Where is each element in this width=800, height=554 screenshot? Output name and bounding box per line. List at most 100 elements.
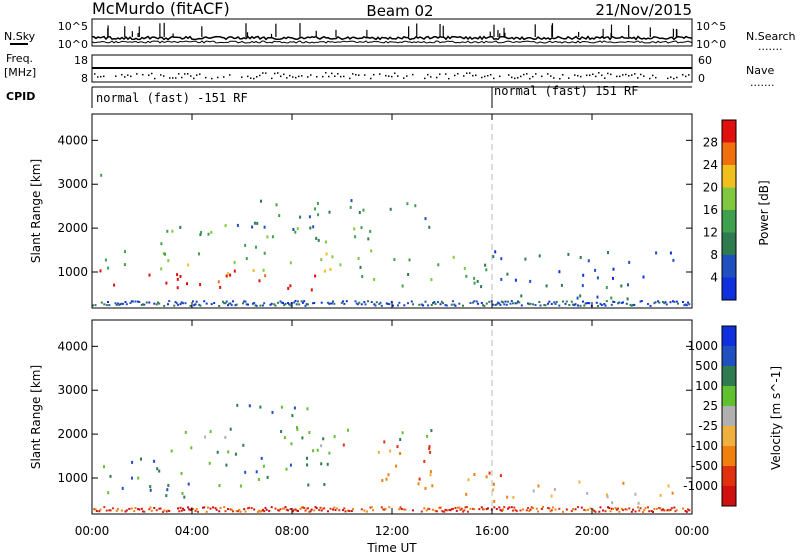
- data-cell-ground: [279, 508, 282, 511]
- data-cell-0: [266, 475, 269, 479]
- data-cell-ground: [178, 510, 181, 513]
- data-cell-ground: [125, 303, 128, 306]
- data-cell-5: [550, 494, 553, 498]
- data-cell-ground: [130, 507, 133, 510]
- data-cell-0: [131, 460, 134, 464]
- data-cell-ground: [432, 508, 434, 511]
- nave-dot: [508, 74, 510, 76]
- data-cell-ground: [425, 509, 428, 512]
- data-cell-1: [263, 251, 266, 255]
- data-cell-0: [258, 279, 261, 283]
- data-cell-ground: [602, 509, 604, 512]
- data-cell-ground: [687, 301, 689, 304]
- data-cell-ground: [439, 506, 442, 509]
- data-cell-1: [229, 427, 232, 431]
- data-cell-ground: [287, 509, 289, 512]
- data-cell-3: [342, 443, 345, 447]
- data-cell-ground: [509, 302, 512, 305]
- data-cell-2: [294, 230, 297, 234]
- data-cell-ground: [363, 301, 366, 304]
- data-cell-0: [99, 269, 102, 273]
- data-cell-ground: [103, 506, 106, 509]
- data-cell-2: [309, 226, 312, 230]
- data-cell-ground: [449, 509, 452, 512]
- data-cell-ground: [532, 303, 534, 306]
- data-cell-4: [473, 473, 476, 476]
- data-cell-ground: [562, 300, 564, 303]
- data-cell-0: [225, 274, 228, 278]
- data-cell-ground: [615, 508, 618, 511]
- data-cell-ground: [143, 510, 146, 513]
- data-cell-ground: [302, 301, 304, 304]
- nave-dot: [181, 76, 183, 79]
- data-cell-ground: [587, 508, 589, 511]
- data-cell-ground: [383, 508, 386, 511]
- data-cell-ground: [342, 509, 344, 512]
- data-cell-ground: [304, 509, 307, 512]
- data-cell-ground: [380, 304, 383, 307]
- data-cell-0: [323, 483, 326, 486]
- nave-dot: [301, 75, 303, 77]
- nave-dot: [469, 72, 471, 74]
- data-cell-ground: [358, 301, 361, 304]
- colorbar-tick-label: -1000: [683, 479, 718, 493]
- data-cell-ground: [644, 507, 647, 510]
- nave-dot: [550, 75, 552, 77]
- data-cell-ground: [580, 506, 583, 509]
- data-cell-ground: [114, 302, 117, 305]
- data-cell-ground: [278, 509, 281, 512]
- x-tick-label: 12:00: [375, 524, 410, 538]
- data-cell-1: [167, 259, 170, 263]
- data-cell-4: [424, 486, 427, 490]
- data-cell-ground: [298, 303, 301, 306]
- data-cell-ground: [495, 508, 498, 510]
- data-cell-ground: [658, 507, 661, 509]
- data-cell-ground: [125, 509, 128, 512]
- data-cell-ground: [333, 302, 336, 305]
- data-cell-1: [170, 449, 173, 453]
- data-cell-ground: [218, 510, 221, 513]
- data-cell-ground: [597, 305, 599, 307]
- data-cell-ground: [628, 507, 631, 510]
- nave-dot: [547, 73, 549, 75]
- data-cell-ground: [515, 510, 518, 513]
- data-cell-6: [594, 268, 597, 272]
- data-cell-ground: [180, 509, 183, 512]
- data-cell-4: [429, 470, 432, 474]
- data-cell-3: [418, 477, 421, 481]
- data-cell-ground: [485, 508, 488, 510]
- data-cell-2: [369, 229, 372, 233]
- nave-dot: [355, 74, 357, 76]
- data-cell-ground: [250, 507, 253, 510]
- data-cell-1: [290, 442, 293, 446]
- nave-dot: [163, 75, 165, 77]
- data-cell-ground: [247, 507, 249, 510]
- data-cell-ground: [189, 508, 192, 511]
- data-cell-3: [414, 204, 417, 208]
- data-cell-ground: [424, 300, 427, 303]
- nave-dot: [484, 75, 486, 78]
- nave-dot: [631, 74, 633, 76]
- data-cell-ground: [379, 301, 382, 304]
- data-cell-ground: [617, 507, 619, 510]
- data-cell-ground: [229, 508, 232, 511]
- nave-dot: [616, 75, 618, 78]
- data-cell-ground: [507, 300, 509, 303]
- data-cell-ground: [550, 303, 553, 305]
- data-cell-ground: [637, 506, 639, 509]
- nsky-label: N.Sky: [4, 30, 36, 43]
- data-cell-ground: [230, 509, 233, 511]
- data-cell-ground: [625, 508, 628, 511]
- data-cell-5: [579, 294, 582, 298]
- data-cell-ground: [313, 302, 316, 304]
- data-cell-0: [310, 288, 313, 292]
- colorbar-tick-label: 16: [703, 203, 718, 217]
- data-cell-2: [360, 226, 363, 230]
- data-cell-ground: [455, 509, 458, 512]
- data-cell-ground: [189, 304, 192, 307]
- data-cell-ground: [388, 303, 391, 306]
- data-cell-ground: [404, 508, 407, 511]
- data-cell-ground: [134, 300, 137, 303]
- nsearch-label: N.Search: [746, 30, 796, 43]
